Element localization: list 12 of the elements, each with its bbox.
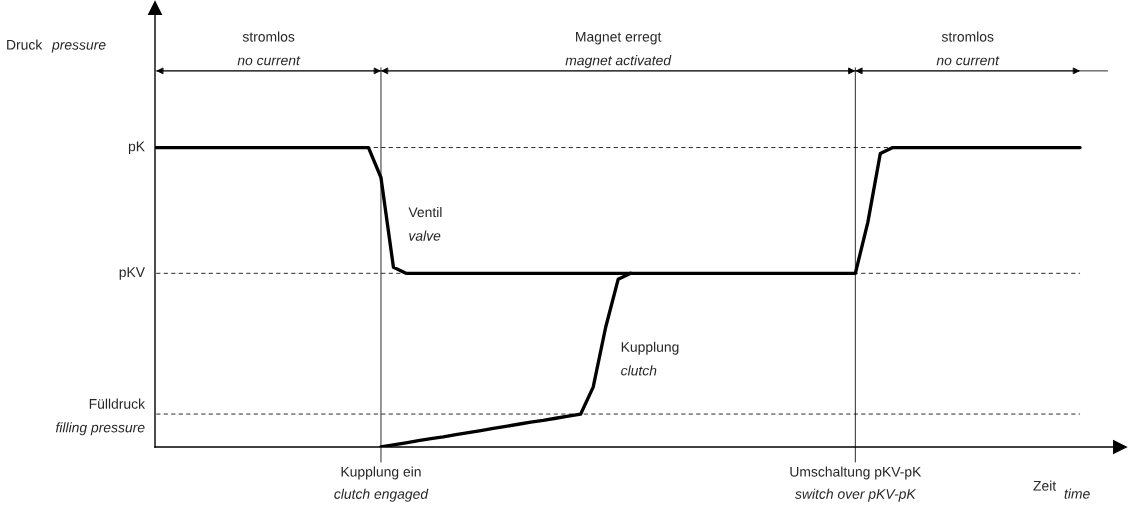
ref-line-label: Fülldruck filling pressure <box>55 398 146 436</box>
series-label: Kupplung clutch <box>621 341 679 376</box>
x-tick-label: Umschaltung pKV-pK switch over pKV-pK <box>790 466 922 502</box>
text: stromlos no current <box>237 31 301 66</box>
ref-line-label: pKV <box>119 267 145 280</box>
ref-line-label: pK <box>128 141 145 155</box>
text: Zeit time <box>1033 480 1090 499</box>
text: Druck pressure <box>7 39 106 53</box>
text: stromlos no current <box>936 31 1000 66</box>
text: Magnet erregt magnet activated <box>565 31 672 69</box>
series-label: Ventil valve <box>408 206 442 241</box>
x-tick-label: Kupplung ein clutch engaged <box>334 466 429 502</box>
